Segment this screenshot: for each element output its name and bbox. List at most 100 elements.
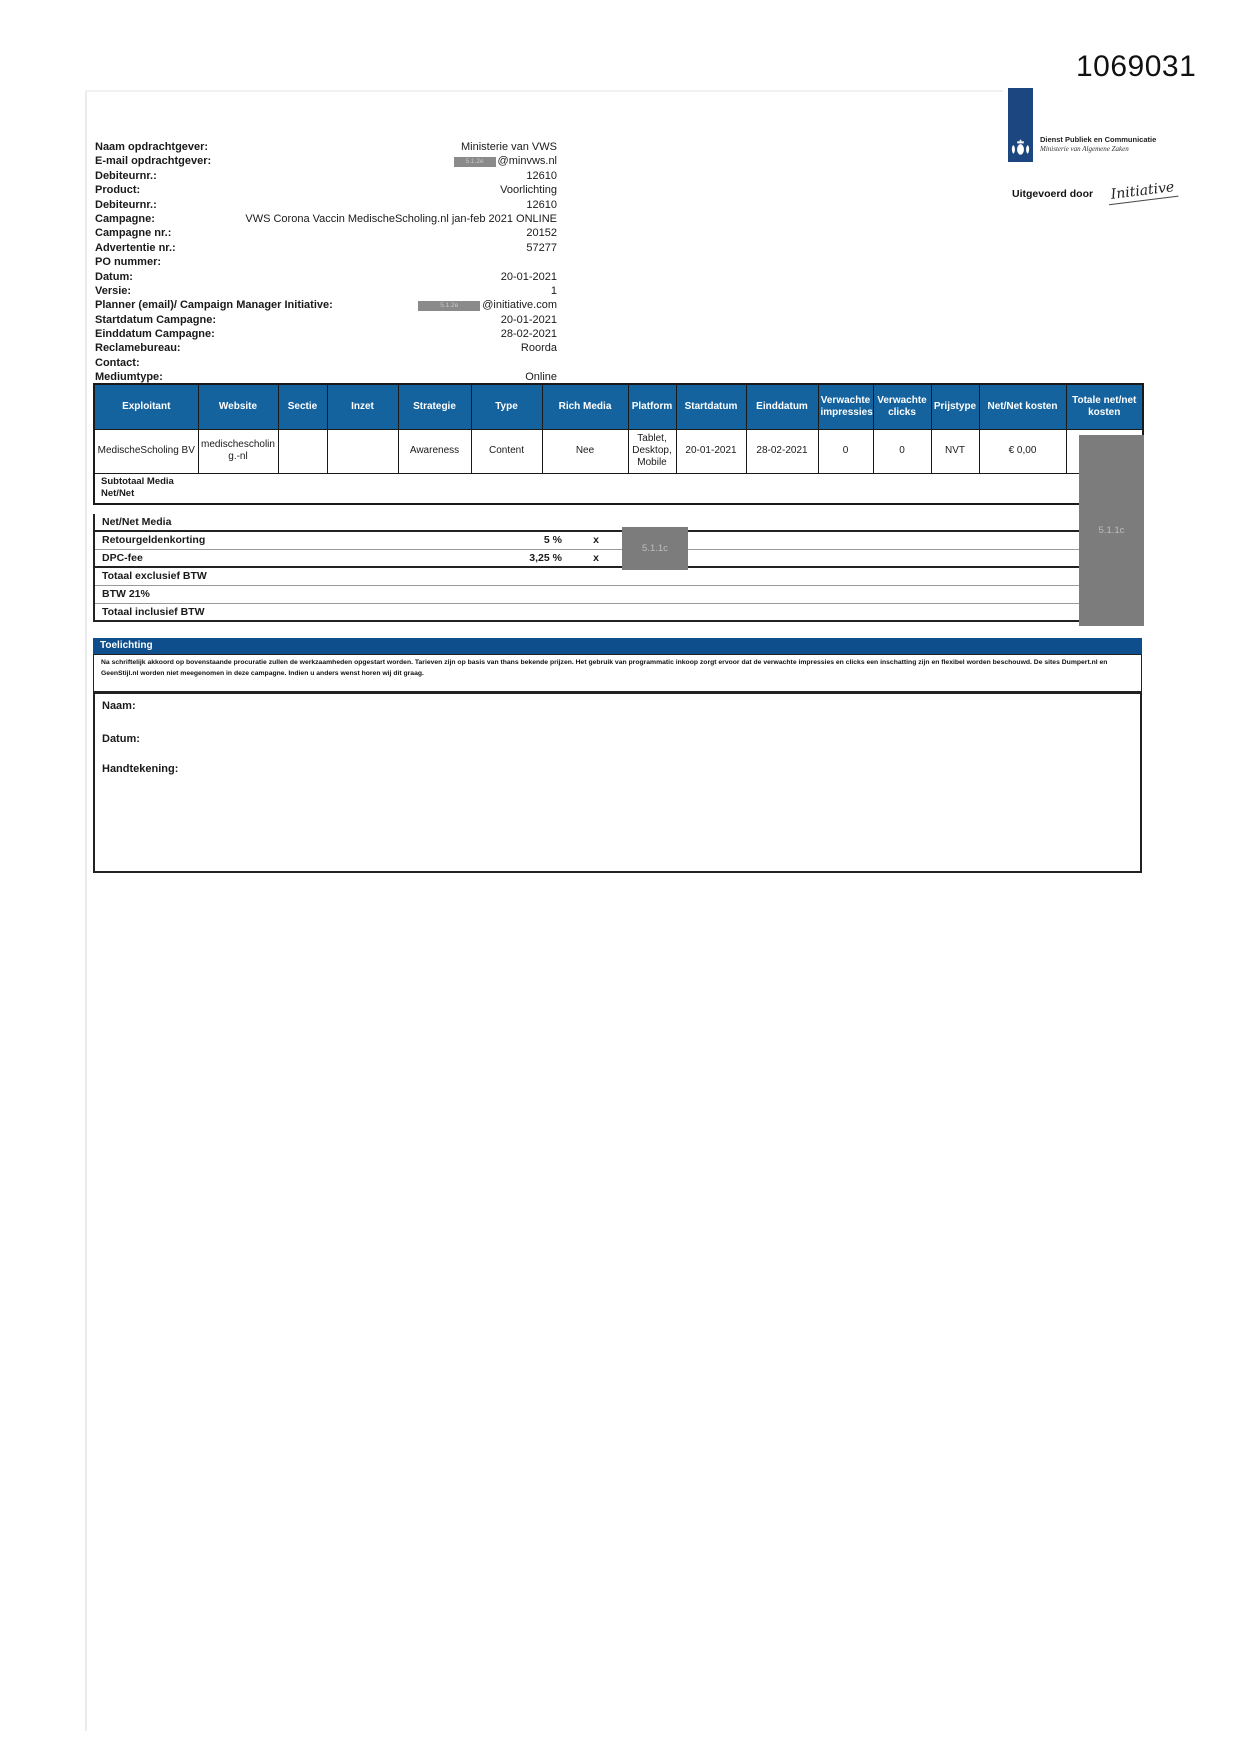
cell-inzet <box>326 428 399 474</box>
summary-label: Retourgeldenkorting <box>102 534 206 546</box>
scan-page-edge-left <box>85 91 87 1731</box>
column-header: Website <box>197 383 279 430</box>
cell-rich-media: Nee <box>541 428 629 474</box>
column-header: Startdatum <box>675 383 747 430</box>
field-label: PO nummer: <box>95 256 162 269</box>
field-label: Debiteurnr.: <box>95 198 157 211</box>
subtotal-line2: Net/Net <box>101 488 135 500</box>
cell-website: medischescholing.-nl <box>197 428 279 474</box>
column-header: Net/Net kosten <box>978 383 1067 430</box>
field-row: Debiteurnr.: 12610 <box>95 198 557 212</box>
toelichting-body: Na schriftelijk akkoord op bovenstaande … <box>93 654 1142 692</box>
field-value: Voorlichting <box>500 184 557 197</box>
summary-x-mark: x <box>593 534 599 546</box>
field-value-text: @initiative.com <box>482 299 557 312</box>
summary-label: Totaal exclusief BTW <box>102 570 207 582</box>
field-label: Campagne nr.: <box>95 227 172 240</box>
logo-ministry-name: Ministerie van Algemene Zaken <box>1040 144 1129 153</box>
field-value: VWS Corona Vaccin MedischeScholing.nl ja… <box>245 212 557 225</box>
column-header: Type <box>470 383 543 430</box>
field-value: 20-01-2021 <box>500 270 557 283</box>
field-label: Debiteurnr.: <box>95 169 157 182</box>
cell-verwachte-clicks: 0 <box>872 428 932 474</box>
redaction-box-total-costs: 5.1.1c <box>1079 435 1144 626</box>
redaction-code: 5.1.1c <box>1098 525 1125 536</box>
field-label: Advertentie nr.: <box>95 241 176 254</box>
column-header: Prijstype <box>930 383 980 430</box>
field-value: 28-02-2021 <box>500 328 557 341</box>
subtotal-row: Subtotaal Media Net/Net <box>93 472 1144 505</box>
cost-summary: Net/Net Media Retourgeldenkorting 5 % x … <box>93 514 1142 622</box>
summary-row: Totaal inclusief BTW <box>95 604 1142 622</box>
table-row: MedischeScholing BV medischescholing.-nl… <box>93 428 1144 474</box>
cell-startdatum: 20-01-2021 <box>675 428 747 474</box>
field-row: Product: Voorlichting <box>95 183 557 197</box>
media-plan-table: Exploitant Website Sectie Inzet Strategi… <box>93 383 1144 505</box>
field-label: Naam opdrachtgever: <box>95 141 209 153</box>
field-value: 5.1.2e @minvws.nl <box>453 154 557 168</box>
summary-label: Totaal inclusief BTW <box>102 606 205 618</box>
summary-label: BTW 21% <box>102 588 150 600</box>
redaction-code: 5.1.1c <box>642 543 668 554</box>
redaction-box: 5.1.2e <box>453 156 496 167</box>
column-header: Verwachte impressies <box>817 383 874 430</box>
column-header: Totale net/net kosten <box>1065 383 1144 430</box>
redaction-box: 5.1.2e <box>418 300 481 311</box>
field-label: E-mail opdrachtgever: <box>95 155 212 168</box>
coat-of-arms-icon <box>1011 139 1030 155</box>
field-value: 20152 <box>526 227 557 240</box>
field-value: 20-01-2021 <box>500 313 557 326</box>
field-row: Advertentie nr.: 57277 <box>95 241 557 255</box>
summary-x-mark: x <box>593 552 599 564</box>
toelichting-header: Toelichting <box>93 638 1142 654</box>
cell-sectie <box>277 428 328 474</box>
field-value: 1 <box>550 284 557 297</box>
summary-label: Net/Net Media <box>102 516 172 528</box>
table-header-row: Exploitant Website Sectie Inzet Strategi… <box>93 383 1144 430</box>
cell-einddatum: 28-02-2021 <box>745 428 819 474</box>
cell-verwachte-impressies: 0 <box>817 428 874 474</box>
campaign-fields: Naam opdrachtgever: Ministerie van VWS E… <box>95 140 557 385</box>
summary-row: DPC-fee 3,25 % x <box>95 550 1142 568</box>
column-header: Inzet <box>326 383 399 430</box>
column-header: Verwachte clicks <box>872 383 932 430</box>
field-row: Campagne: VWS Corona Vaccin MedischeScho… <box>95 212 557 226</box>
signature-signature-label: Handtekening: <box>102 763 179 775</box>
subtotal-cell: Subtotaal Media Net/Net <box>93 472 1144 505</box>
cell-strategie: Awareness <box>397 428 472 474</box>
field-value-text: @minvws.nl <box>497 155 557 168</box>
signature-date-label: Datum: <box>102 733 140 745</box>
scan-page-edge-top <box>85 90 1003 92</box>
cell-net-net-kosten: € 0,00 <box>978 428 1067 474</box>
signature-name-label: Naam: <box>102 700 136 712</box>
column-header: Exploitant <box>93 383 199 430</box>
summary-row: Totaal exclusief BTW <box>95 568 1142 586</box>
field-row: Startdatum Campagne: 20-01-2021 <box>95 313 557 327</box>
field-value: Ministerie van VWS <box>461 141 557 153</box>
cell-platform: Tablet, Desktop, Mobile <box>627 428 677 474</box>
field-row: Mediumtype: Online <box>95 370 557 384</box>
field-row: Planner (email)/ Campaign Manager Initia… <box>95 298 557 312</box>
field-row: Reclamebureau: Roorda <box>95 341 557 355</box>
field-row: PO nummer: <box>95 255 557 269</box>
summary-row: Retourgeldenkorting 5 % x <box>95 532 1142 550</box>
cell-prijstype: NVT <box>930 428 980 474</box>
cell-type: Content <box>470 428 543 474</box>
field-row: Versie: 1 <box>95 284 557 298</box>
field-value: Online <box>525 371 557 384</box>
field-label: Reclamebureau: <box>95 342 181 355</box>
field-label: Startdatum Campagne: <box>95 313 217 326</box>
field-value: 12610 <box>526 169 557 182</box>
rijksoverheid-logo-ribbon <box>1008 88 1033 162</box>
summary-label: DPC-fee <box>102 552 143 564</box>
logo-org-name: Dienst Publiek en Communicatie <box>1040 135 1157 144</box>
executed-by: Uitgevoerd door Initiative <box>1012 178 1178 206</box>
subtotal-line1: Subtotaal Media <box>101 475 174 487</box>
summary-row: BTW 21% <box>95 586 1142 604</box>
column-header: Platform <box>627 383 677 430</box>
column-header: Rich Media <box>541 383 629 430</box>
redaction-box-fees: 5.1.1c <box>622 527 688 570</box>
field-label: Einddatum Campagne: <box>95 328 215 341</box>
field-value: 57277 <box>526 241 557 254</box>
field-row: Naam opdrachtgever: Ministerie van VWS <box>95 140 557 154</box>
